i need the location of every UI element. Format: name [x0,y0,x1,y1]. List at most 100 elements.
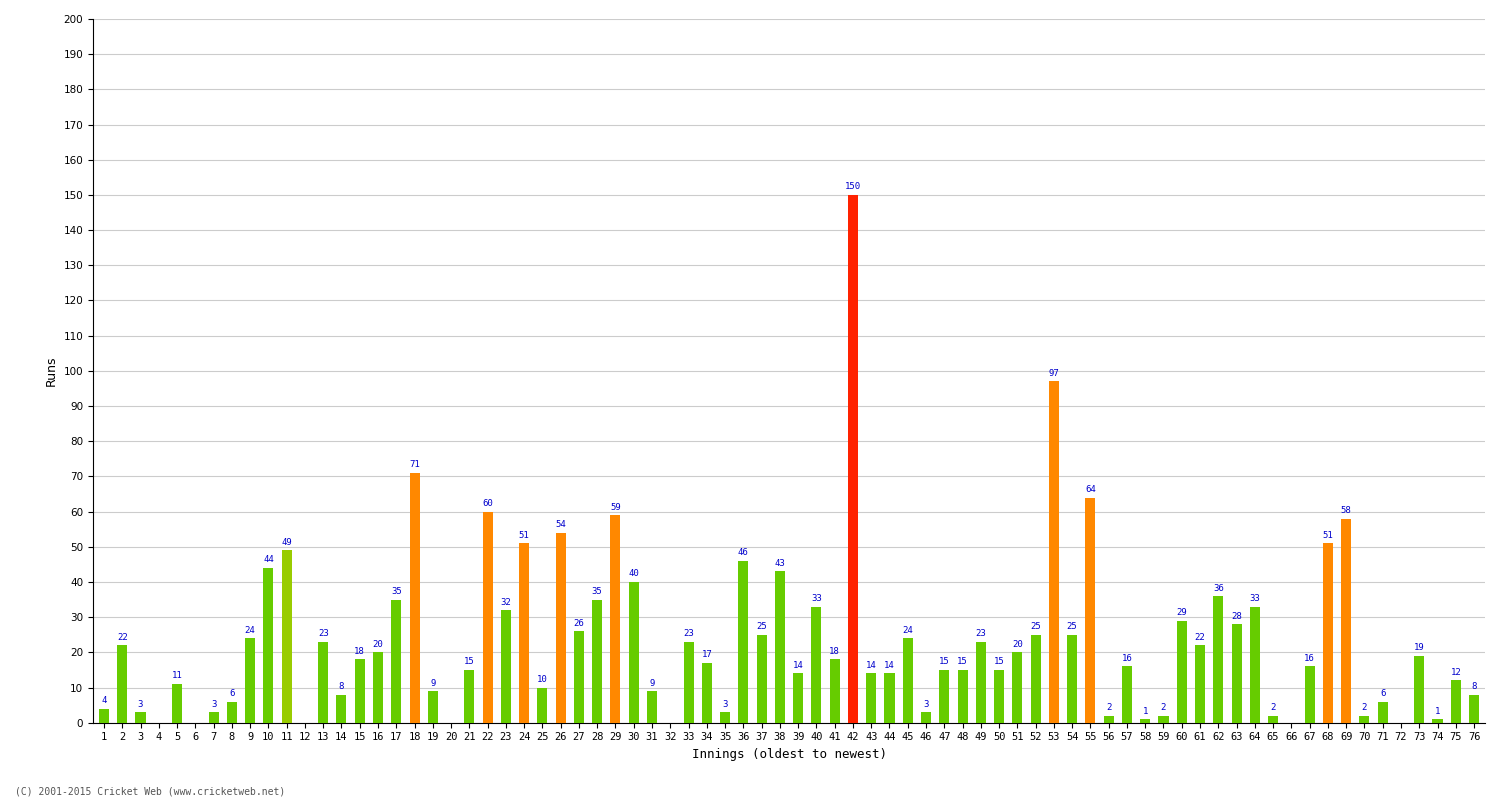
Bar [1140,719,1150,722]
Bar [1377,702,1388,722]
Text: 24: 24 [244,626,255,634]
Bar [921,712,932,722]
Text: 51: 51 [519,530,530,540]
Bar [1214,596,1224,722]
Text: 3: 3 [924,700,928,709]
Bar [976,642,986,722]
Text: 150: 150 [844,182,861,191]
Bar [392,599,402,722]
Text: 35: 35 [392,587,402,596]
Text: 24: 24 [903,626,914,634]
Bar [592,599,602,722]
Bar [465,670,474,722]
Text: (C) 2001-2015 Cricket Web (www.cricketweb.net): (C) 2001-2015 Cricket Web (www.cricketwe… [15,786,285,796]
Bar [1414,656,1425,722]
Bar [1268,716,1278,722]
Bar [794,674,802,722]
Text: 40: 40 [628,570,639,578]
Text: 3: 3 [211,700,216,709]
Text: 60: 60 [482,499,494,508]
Bar [830,659,840,722]
Bar [1305,666,1314,722]
Bar [1158,716,1168,722]
Bar [1359,716,1370,722]
Text: 33: 33 [1250,594,1260,603]
Bar [865,674,876,722]
Text: 3: 3 [138,700,142,709]
Text: 20: 20 [372,640,384,649]
Bar [628,582,639,722]
Text: 16: 16 [1305,654,1316,663]
Bar [282,550,291,722]
Bar [1341,518,1352,722]
Text: 46: 46 [738,548,748,558]
Text: 22: 22 [117,633,128,642]
Bar [1086,498,1095,722]
Bar [720,712,730,722]
Bar [209,712,219,722]
Bar [537,687,548,722]
Text: 23: 23 [318,630,328,638]
Text: 14: 14 [884,661,896,670]
Text: 49: 49 [282,538,292,546]
Bar [244,638,255,722]
Bar [1176,621,1186,722]
Bar [172,684,182,722]
Text: 64: 64 [1084,485,1096,494]
Bar [776,571,784,722]
Text: 44: 44 [262,555,274,564]
Text: 25: 25 [1030,622,1041,631]
Bar [483,512,492,722]
Bar [1468,694,1479,722]
Bar [410,473,420,722]
Bar [1048,382,1059,722]
Text: 25: 25 [1066,622,1077,631]
Text: 2: 2 [1106,703,1112,712]
Text: 9: 9 [430,678,435,687]
Text: 58: 58 [1341,506,1352,515]
X-axis label: Innings (oldest to newest): Innings (oldest to newest) [692,748,886,761]
Bar [264,568,273,722]
Bar [374,652,382,722]
Bar [994,670,1004,722]
Bar [226,702,237,722]
Text: 15: 15 [993,658,1005,666]
Text: 25: 25 [756,622,766,631]
Y-axis label: Runs: Runs [45,356,58,386]
Text: 8: 8 [339,682,344,691]
Text: 2: 2 [1161,703,1166,712]
Text: 17: 17 [702,650,712,659]
Text: 29: 29 [1176,608,1186,617]
Text: 97: 97 [1048,369,1059,378]
Text: 59: 59 [610,502,621,512]
Text: 9: 9 [650,678,654,687]
Text: 6: 6 [1380,689,1386,698]
Bar [1013,652,1023,722]
Bar [903,638,914,722]
Text: 14: 14 [865,661,876,670]
Bar [702,663,712,722]
Text: 8: 8 [1472,682,1476,691]
Bar [1122,666,1132,722]
Bar [336,694,346,722]
Bar [684,642,693,722]
Bar [354,659,364,722]
Text: 43: 43 [774,559,786,568]
Bar [1104,716,1113,722]
Text: 36: 36 [1214,583,1224,593]
Text: 16: 16 [1122,654,1132,663]
Bar [1066,634,1077,722]
Text: 4: 4 [102,696,106,705]
Text: 3: 3 [723,700,728,709]
Bar [501,610,512,722]
Text: 12: 12 [1450,668,1461,677]
Bar [610,515,621,722]
Bar [519,543,530,722]
Text: 15: 15 [464,658,474,666]
Bar [1450,681,1461,722]
Text: 18: 18 [354,647,364,656]
Bar [885,674,894,722]
Bar [847,195,858,722]
Bar [1250,606,1260,722]
Bar [1323,543,1334,722]
